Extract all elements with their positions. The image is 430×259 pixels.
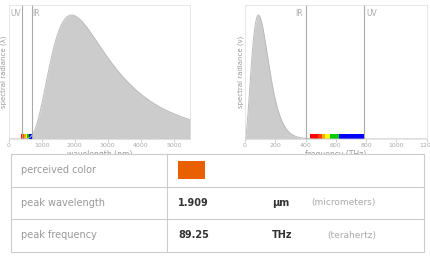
Bar <box>338 134 364 139</box>
Text: (terahertz): (terahertz) <box>326 231 375 240</box>
Bar <box>23 134 25 139</box>
X-axis label: frequency (THz): frequency (THz) <box>304 150 366 159</box>
Text: UV: UV <box>366 9 377 18</box>
Text: IR: IR <box>33 9 40 18</box>
Bar <box>25 134 26 139</box>
Bar <box>178 161 205 179</box>
Bar <box>322 134 325 139</box>
Text: peak frequency: peak frequency <box>21 231 97 240</box>
Bar <box>325 134 329 139</box>
X-axis label: wavelength (nm): wavelength (nm) <box>67 150 132 159</box>
Y-axis label: spectral radiance (λ): spectral radiance (λ) <box>1 36 7 108</box>
Text: 1.909: 1.909 <box>178 198 208 208</box>
Y-axis label: spectral radiance (ν): spectral radiance (ν) <box>237 36 243 108</box>
Text: peak wavelength: peak wavelength <box>21 198 105 208</box>
Text: IR: IR <box>295 9 303 18</box>
Bar <box>317 134 322 139</box>
Text: (micrometers): (micrometers) <box>310 198 375 207</box>
Text: UV: UV <box>10 9 21 18</box>
Bar <box>329 134 338 139</box>
Bar <box>29 134 32 139</box>
Bar <box>21 134 23 139</box>
Text: THz: THz <box>271 231 292 240</box>
Text: 89.25: 89.25 <box>178 231 208 240</box>
Bar <box>27 134 29 139</box>
Bar <box>26 134 27 139</box>
Bar <box>309 134 317 139</box>
Text: µm: µm <box>271 198 289 208</box>
Text: perceived color: perceived color <box>21 165 96 175</box>
